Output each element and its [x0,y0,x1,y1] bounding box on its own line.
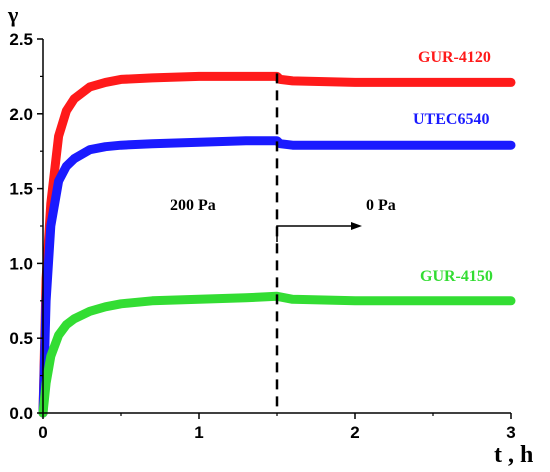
series-layer [38,71,516,418]
x-tick-label: 2 [350,423,359,442]
annotation-0pa: 0 Pa [366,197,396,214]
series-line-utec6540 [38,136,516,418]
y-tick-label: 0.0 [9,404,33,423]
x-tick-label: 1 [194,423,203,442]
series-label-gur-4120: GUR-4120 [418,49,491,66]
series-label-layer: GUR-4120 UTEC6540 GUR-4150 [413,49,493,285]
y-tick-label: 0.5 [9,329,33,348]
series-label-utec6540: UTEC6540 [413,111,489,128]
arrow-head [351,222,362,230]
x-axis-title: t , h [494,442,533,468]
y-tick-label: 2.0 [9,105,33,124]
annotation-200pa: 200 Pa [170,197,216,214]
y-tick-label: 1.5 [9,180,33,199]
arrow-line [276,225,352,242]
x-tick-label: 3 [506,423,515,442]
series-label-gur-4150: GUR-4150 [420,268,493,285]
y-tick-label: 2.5 [9,30,33,49]
y-axis-title: γ [7,2,18,27]
x-tick-label: 0 [38,423,47,442]
tick-layer: 0 1 2 3 0.0 0.5 1.0 1.5 2.0 2.5 [9,30,515,442]
y-tick-label: 1.0 [9,254,33,273]
annotation-layer: 200 Pa 0 Pa [170,73,396,413]
series-line-gur-4150 [38,291,516,418]
series-line-gur-4120 [38,71,516,418]
